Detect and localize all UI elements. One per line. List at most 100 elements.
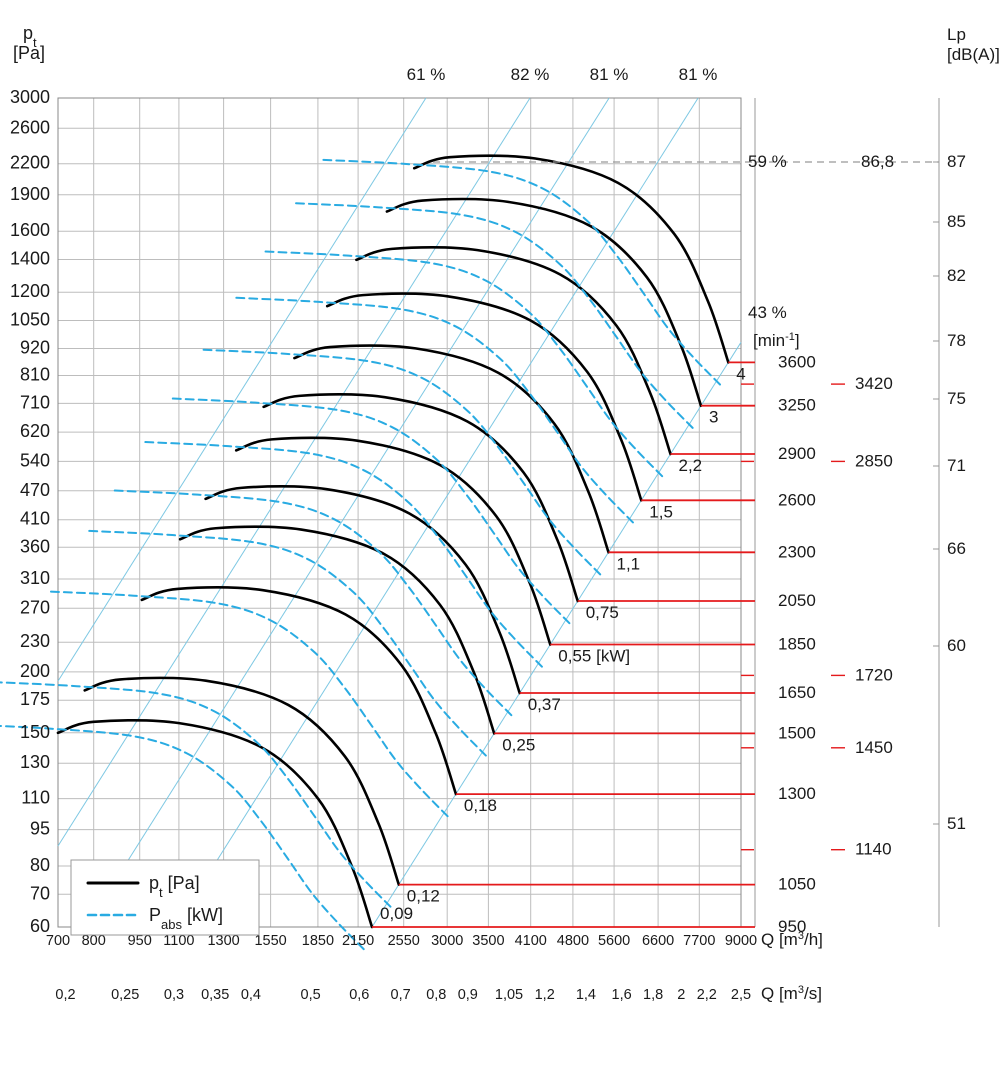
svg-text:1850: 1850 [302, 933, 334, 949]
svg-text:230: 230 [20, 631, 50, 651]
svg-text:66: 66 [947, 539, 966, 558]
svg-text:0,9: 0,9 [458, 987, 478, 1003]
svg-text:Q [m3/h]: Q [m3/h] [761, 930, 823, 949]
svg-text:Q [m3/s]: Q [m3/s] [761, 984, 822, 1003]
svg-text:0,25: 0,25 [502, 735, 535, 754]
svg-text:1720: 1720 [855, 665, 893, 684]
svg-text:2600: 2600 [778, 490, 816, 509]
svg-text:3600: 3600 [778, 352, 816, 371]
svg-text:310: 310 [20, 568, 50, 588]
svg-text:5600: 5600 [598, 933, 630, 949]
svg-text:9000: 9000 [725, 933, 757, 949]
svg-text:1,05: 1,05 [495, 987, 523, 1003]
svg-text:2,5: 2,5 [731, 987, 751, 1003]
svg-text:540: 540 [20, 450, 50, 470]
svg-text:360: 360 [20, 536, 50, 556]
svg-text:70: 70 [30, 883, 50, 903]
svg-text:1050: 1050 [10, 310, 50, 330]
svg-text:0,3: 0,3 [164, 987, 184, 1003]
svg-text:1050: 1050 [778, 875, 816, 894]
svg-text:0,75: 0,75 [586, 603, 619, 622]
svg-text:920: 920 [20, 338, 50, 358]
svg-text:0,5: 0,5 [301, 987, 321, 1003]
svg-text:1,5: 1,5 [649, 502, 673, 521]
svg-text:4: 4 [736, 364, 745, 383]
svg-text:175: 175 [20, 689, 50, 709]
svg-text:3250: 3250 [778, 396, 816, 415]
svg-text:1,2: 1,2 [535, 987, 555, 1003]
svg-text:0,6: 0,6 [349, 987, 369, 1003]
svg-text:51: 51 [947, 814, 966, 833]
svg-text:1,4: 1,4 [576, 987, 596, 1003]
svg-text:59 %: 59 % [748, 152, 787, 171]
svg-text:4800: 4800 [557, 933, 589, 949]
svg-text:1650: 1650 [778, 683, 816, 702]
svg-text:2200: 2200 [10, 153, 50, 173]
svg-text:87: 87 [947, 152, 966, 171]
svg-text:Lp: Lp [947, 25, 966, 44]
svg-text:1,1: 1,1 [617, 554, 641, 573]
svg-text:1400: 1400 [10, 249, 50, 269]
svg-text:1900: 1900 [10, 184, 50, 204]
svg-text:150: 150 [20, 722, 50, 742]
svg-text:60: 60 [947, 636, 966, 655]
svg-text:0,35: 0,35 [201, 987, 229, 1003]
svg-text:2900: 2900 [778, 444, 816, 463]
svg-text:3: 3 [709, 408, 718, 427]
svg-text:3500: 3500 [472, 933, 504, 949]
svg-text:1450: 1450 [855, 738, 893, 757]
svg-text:1500: 1500 [778, 723, 816, 742]
svg-text:80: 80 [30, 855, 50, 875]
svg-text:0,4: 0,4 [241, 987, 261, 1003]
svg-text:3000: 3000 [10, 87, 50, 107]
svg-text:[Pa]: [Pa] [13, 43, 45, 63]
svg-text:0,25: 0,25 [111, 987, 139, 1003]
svg-text:700: 700 [46, 933, 70, 949]
svg-text:3000: 3000 [431, 933, 463, 949]
svg-text:2,2: 2,2 [697, 987, 717, 1003]
svg-text:81 %: 81 % [590, 65, 629, 84]
svg-text:4100: 4100 [515, 933, 547, 949]
svg-text:75: 75 [947, 389, 966, 408]
svg-text:86,8: 86,8 [861, 152, 894, 171]
svg-text:130: 130 [20, 752, 50, 772]
svg-text:82 %: 82 % [511, 65, 550, 84]
svg-text:0,2: 0,2 [55, 987, 75, 1003]
svg-text:78: 78 [947, 331, 966, 350]
svg-text:81 %: 81 % [679, 65, 718, 84]
svg-text:0,8: 0,8 [426, 987, 446, 1003]
svg-text:2600: 2600 [10, 117, 50, 137]
svg-text:82: 82 [947, 266, 966, 285]
svg-text:2: 2 [677, 987, 685, 1003]
svg-text:1850: 1850 [778, 635, 816, 654]
svg-text:0,12: 0,12 [407, 887, 440, 906]
svg-text:85: 85 [947, 212, 966, 231]
svg-text:61 %: 61 % [407, 65, 446, 84]
svg-text:43 %: 43 % [748, 303, 787, 322]
svg-text:7700: 7700 [683, 933, 715, 949]
svg-text:95: 95 [30, 819, 50, 839]
svg-text:1,6: 1,6 [612, 987, 632, 1003]
svg-text:810: 810 [20, 365, 50, 385]
svg-text:3420: 3420 [855, 374, 893, 393]
svg-text:1,8: 1,8 [643, 987, 663, 1003]
svg-text:2550: 2550 [388, 933, 420, 949]
svg-text:270: 270 [20, 597, 50, 617]
svg-text:1300: 1300 [778, 784, 816, 803]
svg-text:2050: 2050 [778, 591, 816, 610]
svg-text:200: 200 [20, 661, 50, 681]
svg-text:710: 710 [20, 392, 50, 412]
svg-text:71: 71 [947, 456, 966, 475]
svg-text:1140: 1140 [855, 840, 892, 859]
svg-text:110: 110 [21, 788, 50, 808]
svg-text:6600: 6600 [642, 933, 674, 949]
svg-text:0,37: 0,37 [528, 695, 561, 714]
svg-text:0,7: 0,7 [391, 987, 411, 1003]
svg-text:0,18: 0,18 [464, 796, 497, 815]
svg-text:0,09: 0,09 [380, 904, 413, 923]
svg-text:1600: 1600 [10, 220, 50, 240]
svg-text:2150: 2150 [342, 933, 374, 949]
svg-text:2,2: 2,2 [679, 456, 703, 475]
svg-text:470: 470 [20, 480, 50, 500]
svg-text:620: 620 [20, 421, 50, 441]
